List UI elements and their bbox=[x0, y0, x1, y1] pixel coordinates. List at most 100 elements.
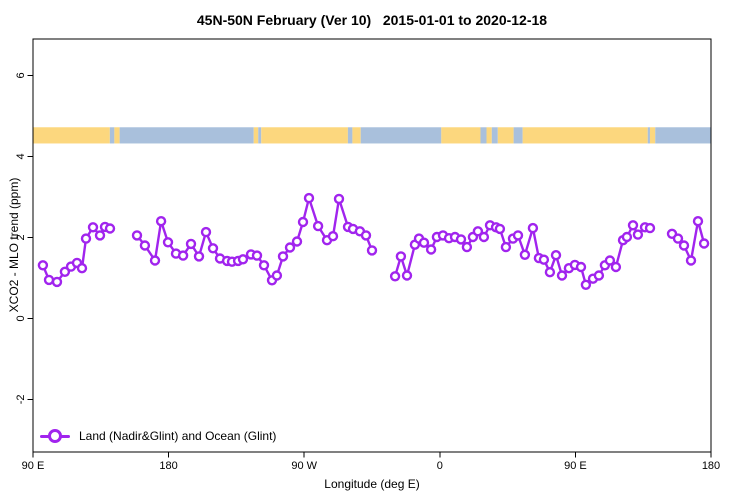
band-segment-ocean bbox=[491, 127, 498, 144]
data-point bbox=[644, 222, 656, 234]
data-point bbox=[478, 231, 490, 243]
y-tick-label: 6 bbox=[15, 72, 27, 78]
chart-title: 45N-50N February (Ver 10) 2015-01-01 to … bbox=[196, 12, 548, 28]
band-segment-ocean bbox=[513, 127, 523, 144]
data-point bbox=[59, 266, 71, 277]
data-point bbox=[193, 251, 205, 262]
data-point bbox=[333, 193, 345, 205]
data-point bbox=[94, 230, 106, 241]
data-point bbox=[87, 222, 99, 233]
data-point bbox=[80, 233, 92, 244]
data-point bbox=[185, 238, 197, 250]
x-tick-label: 180 bbox=[702, 460, 720, 472]
data-point bbox=[500, 241, 512, 253]
data-point bbox=[692, 215, 704, 227]
data-point bbox=[291, 236, 303, 247]
data-point bbox=[604, 255, 616, 266]
data-point bbox=[312, 220, 324, 232]
data-point bbox=[418, 237, 430, 248]
data-point bbox=[258, 260, 270, 271]
data-point bbox=[76, 263, 88, 274]
data-point bbox=[538, 254, 550, 265]
band-segment-land bbox=[486, 127, 492, 144]
band-segment-ocean bbox=[119, 127, 254, 144]
data-point bbox=[461, 241, 473, 253]
data-point bbox=[251, 250, 263, 261]
data-point bbox=[627, 220, 639, 231]
y-tick-label: 4 bbox=[15, 153, 27, 159]
data-point bbox=[284, 242, 296, 253]
data-point bbox=[37, 260, 49, 271]
legend-series-marker-icon bbox=[40, 429, 70, 443]
band-segment-ocean bbox=[647, 127, 650, 144]
data-point bbox=[200, 226, 212, 238]
data-point bbox=[580, 279, 592, 290]
plot-box bbox=[32, 38, 712, 453]
band-segment-land bbox=[33, 127, 110, 144]
band-segment-land bbox=[114, 127, 120, 144]
x-tick-label: 180 bbox=[159, 460, 177, 472]
band-segment-land bbox=[261, 127, 348, 144]
band-segment-land bbox=[253, 127, 259, 144]
legend: Land (Nadir&Glint) and Ocean (Glint) bbox=[40, 429, 276, 443]
data-point bbox=[527, 222, 539, 234]
x-tick-label: 90 W bbox=[291, 460, 317, 472]
data-point bbox=[43, 274, 55, 286]
data-point bbox=[401, 270, 413, 281]
data-point bbox=[685, 255, 697, 266]
data-point bbox=[395, 251, 407, 262]
data-point bbox=[610, 261, 622, 273]
band-segment-land bbox=[649, 127, 656, 144]
band-segment-land bbox=[497, 127, 514, 144]
data-point bbox=[303, 192, 315, 204]
band-segment-ocean bbox=[360, 127, 442, 144]
data-point bbox=[51, 276, 63, 288]
data-point bbox=[360, 230, 372, 241]
y-tick-label: -2 bbox=[15, 395, 27, 405]
data-point bbox=[297, 216, 309, 228]
data-point bbox=[131, 230, 143, 241]
data-point bbox=[512, 230, 524, 241]
data-point bbox=[327, 230, 339, 242]
data-point bbox=[425, 244, 437, 255]
y-axis-label: XCO2 - MLO trend (ppm) bbox=[7, 177, 21, 313]
data-point bbox=[494, 223, 506, 235]
data-point bbox=[472, 226, 484, 237]
data-point bbox=[207, 243, 219, 254]
band-segment-land bbox=[441, 127, 481, 144]
x-tick-label: 0 bbox=[437, 460, 443, 472]
legend-open-circle-icon bbox=[48, 429, 62, 443]
data-point bbox=[519, 249, 531, 261]
data-point bbox=[556, 270, 568, 281]
data-point bbox=[104, 223, 116, 234]
band-segment-ocean bbox=[109, 127, 115, 144]
x-tick-label: 90 E bbox=[22, 460, 45, 472]
data-point bbox=[678, 240, 690, 251]
band-segment-ocean bbox=[480, 127, 487, 144]
band-segment-ocean bbox=[655, 127, 711, 144]
data-point bbox=[550, 249, 562, 261]
y-tick-label: 2 bbox=[15, 234, 27, 240]
data-point bbox=[139, 240, 151, 251]
data-point bbox=[575, 261, 587, 273]
data-point bbox=[366, 245, 378, 256]
data-point bbox=[455, 234, 467, 245]
band-segment-land bbox=[352, 127, 361, 144]
x-tick-label: 90 E bbox=[564, 460, 587, 472]
x-axis-label: Longitude (deg E) bbox=[324, 477, 420, 491]
data-point bbox=[632, 229, 644, 240]
y-tick-label: 0 bbox=[15, 315, 27, 321]
data-point bbox=[593, 270, 605, 281]
data-point bbox=[698, 238, 710, 249]
data-point bbox=[162, 237, 174, 248]
data-point bbox=[277, 251, 289, 262]
data-point bbox=[237, 254, 249, 265]
data-point bbox=[672, 233, 684, 244]
data-point bbox=[544, 267, 556, 278]
data-point bbox=[271, 270, 283, 281]
band-segment-ocean bbox=[347, 127, 353, 144]
band-segment-land bbox=[522, 127, 648, 144]
data-point bbox=[149, 255, 161, 266]
